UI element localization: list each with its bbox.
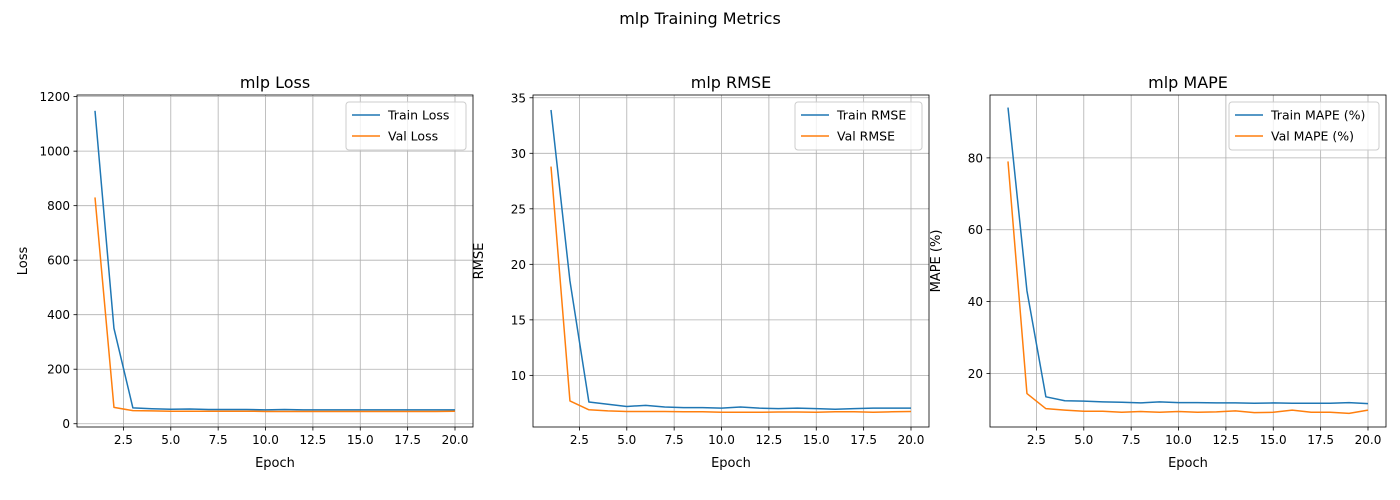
y-tick-label: 0 [62,417,70,431]
y-tick-label: 60 [968,223,983,237]
x-tick-label: 10.0 [708,433,735,447]
legend-label: Val Loss [388,129,438,144]
series-line-train [94,110,455,411]
x-tick-label: 2.5 [570,433,589,447]
y-tick-label: 200 [47,363,70,377]
y-tick-label: 40 [968,295,983,309]
y-tick-label: 400 [47,308,70,322]
y-tick-label: 600 [47,254,70,268]
x-tick-label: 5.0 [617,433,636,447]
x-tick-label: 15.0 [1260,433,1287,447]
legend-box [345,101,467,151]
series-lines [94,110,456,413]
x-tick-label: 7.5 [1122,433,1141,447]
series-line-val [550,166,912,413]
x-tick-label: 10.0 [252,433,279,447]
chart-title: mlp RMSE [691,73,771,92]
x-axis-ticks: 2.5 5.0 7.5 10.0 12.5 15.0 17.5 20.0 [570,427,924,447]
x-tick-label: 2.5 [1027,433,1046,447]
y-tick-label: 80 [968,151,983,165]
legend-box [1228,101,1380,151]
x-tick-label: 15.0 [347,433,374,447]
axes-frame [989,94,1387,428]
y-axis-ticks: 10 15 20 25 30 35 [511,91,533,383]
x-tick-label: 7.5 [665,433,684,447]
x-tick-label: 17.5 [394,433,421,447]
legend-label: Val RMSE [837,129,895,144]
y-tick-label: 25 [511,202,526,216]
x-tick-label: 10.0 [1165,433,1192,447]
x-tick-label: 2.5 [114,433,133,447]
chart-title: mlp Loss [240,73,310,92]
y-tick-label: 1200 [39,90,70,104]
y-tick-label: 30 [511,147,526,161]
x-tick-label: 17.5 [1307,433,1334,447]
x-tick-label: 12.5 [1213,433,1240,447]
x-axis-label: Epoch [255,456,295,471]
x-tick-label: 15.0 [803,433,830,447]
x-axis-label: Epoch [1168,456,1208,471]
y-tick-label: 20 [511,258,526,272]
y-tick-label: 35 [511,91,526,105]
y-axis-label: MAPE (%) [929,230,944,293]
y-axis-label: Loss [16,247,31,276]
x-tick-label: 20.0 [1355,433,1382,447]
series-line-val [1007,161,1369,415]
x-axis-ticks: 2.5 5.0 7.5 10.0 12.5 15.0 17.5 20.0 [114,427,468,447]
chart-panel-1: 2.5 5.0 7.5 10.0 12.5 15.0 17.5 20.0 0 200 400 600 8… [16,73,474,471]
x-axis-label: Epoch [711,456,751,471]
axes-frame [532,94,930,428]
y-tick-label: 10 [511,369,526,383]
y-axis-label: RMSE [472,243,487,280]
y-axis-ticks: 20 40 60 80 [968,151,990,381]
y-tick-label: 15 [511,313,526,327]
x-tick-label: 20.0 [442,433,469,447]
x-tick-label: 12.5 [756,433,783,447]
grid [533,95,929,427]
legend: Train MAPE (%) Val MAPE (%) [1228,101,1380,151]
series-lines [550,109,912,413]
axes-frame [76,94,474,428]
x-axis-ticks: 2.5 5.0 7.5 10.0 12.5 15.0 17.5 20.0 [1027,427,1381,447]
x-tick-label: 20.0 [898,433,925,447]
legend: Train RMSE Val RMSE [794,101,923,151]
legend-label: Val MAPE (%) [1271,129,1354,144]
legend-box [794,101,923,151]
y-axis-ticks: 0 200 400 600 800 1000 1200 [39,90,77,431]
figure-title: mlp Training Metrics [619,9,781,28]
y-tick-label: 20 [968,367,983,381]
x-tick-label: 7.5 [209,433,228,447]
chart-title: mlp MAPE [1148,73,1228,92]
x-tick-label: 12.5 [300,433,327,447]
y-tick-label: 800 [47,199,70,213]
series-lines [1007,107,1369,415]
legend-label: Train RMSE [836,108,906,123]
legend-label: Train Loss [387,108,449,123]
x-tick-label: 17.5 [850,433,877,447]
series-line-train [1007,107,1369,405]
y-tick-label: 1000 [39,145,70,159]
x-tick-label: 5.0 [1074,433,1093,447]
chart-panel-2: 2.5 5.0 7.5 10.0 12.5 15.0 17.5 20.0 10 15 20 25 30 3… [472,73,930,471]
x-tick-label: 5.0 [161,433,180,447]
series-line-train [550,109,911,410]
legend: Train Loss Val Loss [345,101,467,151]
chart-panel-3: 2.5 5.0 7.5 10.0 12.5 15.0 17.5 20.0 20 40 60 80 mlp… [929,73,1387,471]
legend-label: Train MAPE (%) [1270,108,1365,123]
series-line-val [94,197,456,413]
